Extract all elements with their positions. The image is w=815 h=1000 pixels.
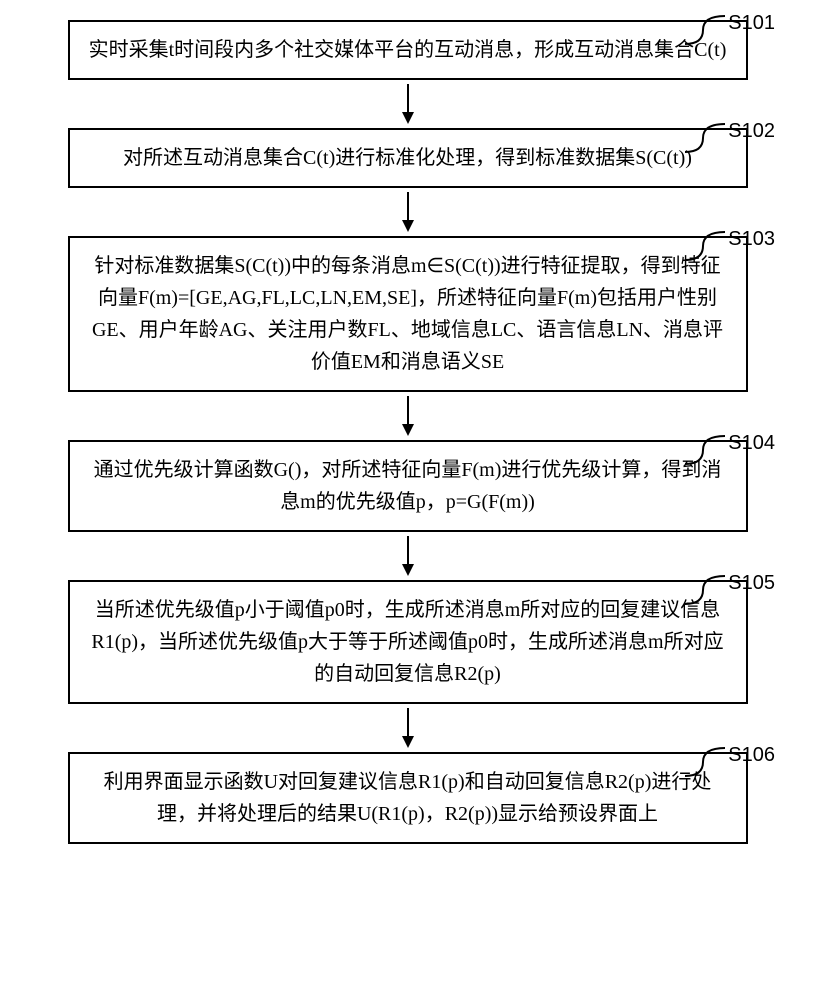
step-text: 针对标准数据集S(C(t))中的每条消息m∈S(C(t))进行特征提取，得到特征… <box>92 255 723 373</box>
step-label: S104 <box>728 432 775 455</box>
bracket-icon <box>685 14 725 46</box>
step-box-5: 当所述优先级值p小于阈值p0时，生成所述消息m所对应的回复建议信息R1(p)，当… <box>68 580 748 704</box>
bracket-icon <box>685 434 725 466</box>
step-label: S105 <box>728 572 775 595</box>
step-text: 当所述优先级值p小于阈值p0时，生成所述消息m所对应的回复建议信息R1(p)，当… <box>91 599 723 685</box>
step-row-6: 利用界面显示函数U对回复建议信息R1(p)和自动回复信息R2(p)进行处理，并将… <box>20 752 795 844</box>
arrow-icon <box>398 84 418 124</box>
step-text: 实时采集t时间段内多个社交媒体平台的互动消息，形成互动消息集合C(t) <box>89 39 727 61</box>
step-row-5: 当所述优先级值p小于阈值p0时，生成所述消息m所对应的回复建议信息R1(p)，当… <box>20 580 795 704</box>
bracket-icon <box>685 230 725 262</box>
step-label: S102 <box>728 120 775 143</box>
step-text: 通过优先级计算函数G()，对所述特征向量F(m)进行优先级计算，得到消息m的优先… <box>94 459 722 513</box>
bracket-icon <box>685 574 725 606</box>
step-label: S103 <box>728 228 775 251</box>
step-label: S101 <box>728 12 775 35</box>
arrow-icon <box>398 708 418 748</box>
step-box-6: 利用界面显示函数U对回复建议信息R1(p)和自动回复信息R2(p)进行处理，并将… <box>68 752 748 844</box>
bracket-icon <box>685 122 725 154</box>
step-box-2: 对所述互动消息集合C(t)进行标准化处理，得到标准数据集S(C(t)) <box>68 128 748 188</box>
step-box-3: 针对标准数据集S(C(t))中的每条消息m∈S(C(t))进行特征提取，得到特征… <box>68 236 748 392</box>
flowchart-container: 实时采集t时间段内多个社交媒体平台的互动消息，形成互动消息集合C(t) S101… <box>20 20 795 844</box>
arrow-icon <box>398 192 418 232</box>
step-text: 利用界面显示函数U对回复建议信息R1(p)和自动回复信息R2(p)进行处理，并将… <box>104 771 712 825</box>
step-label: S106 <box>728 744 775 767</box>
arrow-icon <box>398 536 418 576</box>
step-row-1: 实时采集t时间段内多个社交媒体平台的互动消息，形成互动消息集合C(t) S101 <box>20 20 795 80</box>
step-row-3: 针对标准数据集S(C(t))中的每条消息m∈S(C(t))进行特征提取，得到特征… <box>20 236 795 392</box>
step-row-2: 对所述互动消息集合C(t)进行标准化处理，得到标准数据集S(C(t)) S102 <box>20 128 795 188</box>
bracket-icon <box>685 746 725 778</box>
arrow-icon <box>398 396 418 436</box>
step-text: 对所述互动消息集合C(t)进行标准化处理，得到标准数据集S(C(t)) <box>123 147 692 169</box>
step-row-4: 通过优先级计算函数G()，对所述特征向量F(m)进行优先级计算，得到消息m的优先… <box>20 440 795 532</box>
step-box-1: 实时采集t时间段内多个社交媒体平台的互动消息，形成互动消息集合C(t) <box>68 20 748 80</box>
step-box-4: 通过优先级计算函数G()，对所述特征向量F(m)进行优先级计算，得到消息m的优先… <box>68 440 748 532</box>
